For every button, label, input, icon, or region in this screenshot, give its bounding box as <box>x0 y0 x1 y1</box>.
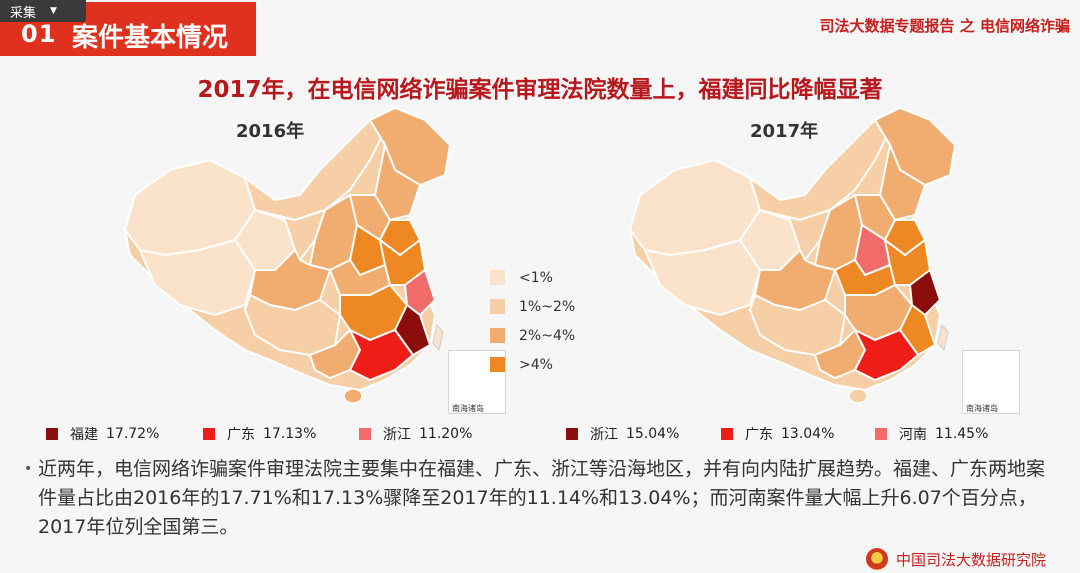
legend-item: <1% <box>490 263 575 292</box>
top-swatch <box>721 428 733 440</box>
legend-swatch <box>490 328 505 343</box>
top-value: 11.20% <box>419 426 473 442</box>
top-value: 13.04% <box>781 426 835 442</box>
map-legend: <1% 1%~2% 2%~4% >4% <box>490 263 575 379</box>
legend-swatch <box>490 357 505 372</box>
court-emblem-icon <box>865 548 888 570</box>
top-province-2016-3: 浙江 11.20% <box>359 424 472 444</box>
top-province-2016-2: 广东 17.13% <box>203 424 316 444</box>
legend-label: 2%~4% <box>519 327 576 344</box>
footer-org: 中国司法大数据研究院 <box>895 550 1046 569</box>
collect-label: 采集 <box>10 5 37 21</box>
inset-label-2016: 南海诸岛 <box>452 404 484 413</box>
bullet-dot-icon: • <box>24 461 33 477</box>
legend-item: 2%~4% <box>490 321 575 350</box>
map-2016 <box>95 100 465 410</box>
caret-down-icon: ▼ <box>50 6 57 16</box>
top-value: 11.45% <box>935 426 989 442</box>
top-name: 浙江 <box>383 427 411 443</box>
summary-bullet: • 近两年，电信网络诈骗案件审理法院主要集中在福建、广东、浙江等沿海地区，并有向… <box>24 455 1048 542</box>
summary-text: 近两年，电信网络诈骗案件审理法院主要集中在福建、广东、浙江等沿海地区，并有向内陆… <box>38 458 1046 538</box>
legend-label: 1%~2% <box>519 298 576 315</box>
section-title: 案件基本情况 <box>72 23 229 53</box>
top-value: 17.72% <box>106 426 160 442</box>
top-name: 广东 <box>227 427 255 443</box>
headline: 2017年，在电信网络诈骗案件审理法院数量上，福建同比降幅显著 <box>197 77 883 103</box>
top-province-2017-2: 广东 13.04% <box>721 424 834 444</box>
top-name: 福建 <box>70 427 98 443</box>
top-value: 15.04% <box>626 426 680 442</box>
china-map-2017 <box>628 106 957 404</box>
footer: 中国司法大数据研究院 <box>865 548 1046 570</box>
legend-item: >4% <box>490 350 575 379</box>
top-swatch <box>875 428 887 440</box>
top-name: 河南 <box>899 427 927 443</box>
top-swatch <box>203 428 215 440</box>
south-sea-inset-2017 <box>962 350 1020 414</box>
top-swatch <box>359 428 371 440</box>
china-map-2016 <box>123 106 452 404</box>
legend-label: <1% <box>519 269 553 286</box>
top-swatch <box>566 428 578 440</box>
legend-label: >4% <box>519 356 553 373</box>
top-name: 浙江 <box>590 427 618 443</box>
map-2017-year: 2017年 <box>750 121 819 142</box>
map-2016-year: 2016年 <box>236 121 305 142</box>
top-swatch <box>46 428 58 440</box>
top-province-2017-3: 河南 11.45% <box>875 424 988 444</box>
top-province-2016-1: 福建 17.72% <box>46 424 159 444</box>
legend-swatch <box>490 270 505 285</box>
section-header: 01 案件基本情况 <box>0 2 256 56</box>
inset-label-2017: 南海诸岛 <box>966 404 998 413</box>
collect-button[interactable]: 采集 ▼ <box>0 0 86 22</box>
legend-swatch <box>490 299 505 314</box>
top-province-2017-1: 浙江 15.04% <box>566 424 679 444</box>
legend-item: 1%~2% <box>490 292 575 321</box>
report-title: 司法大数据专题报告 之 电信网络诈骗 <box>819 17 1070 35</box>
section-number: 01 <box>21 20 57 48</box>
map-2017 <box>600 100 970 410</box>
top-value: 17.13% <box>263 426 317 442</box>
top-name: 广东 <box>745 427 773 443</box>
